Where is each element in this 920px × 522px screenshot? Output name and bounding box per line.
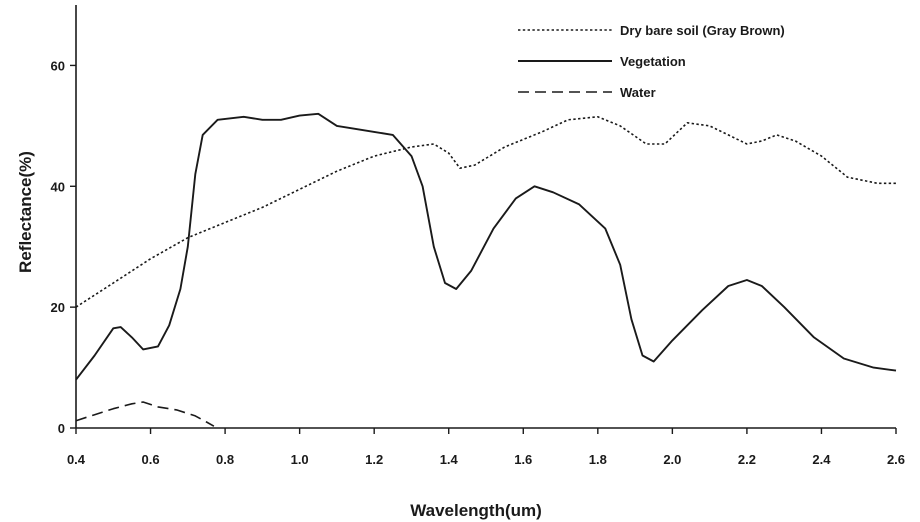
y-tick-label: 40 [51,179,65,194]
x-tick-label: 1.2 [365,452,383,467]
y-axis-label: Reflectance(%) [16,151,35,273]
series-lines [75,112,897,427]
legend-label: Vegetation [620,54,686,69]
x-tick-label: 0.4 [67,452,86,467]
x-tick-label: 0.6 [142,452,160,467]
series-line-vegetation [75,112,897,381]
legend-label: Water [620,85,656,100]
x-axis-label: Wavelength(um) [410,501,542,520]
y-tick-label: 20 [51,300,65,315]
series-line-dry-bare-soil-gray-brown [75,116,896,308]
x-tick-label: 2.0 [663,452,681,467]
x-tick-label: 1.0 [291,452,309,467]
x-tick-label: 0.8 [216,452,234,467]
x-tick-label: 2.6 [887,452,905,467]
x-tick-label: 2.4 [812,452,831,467]
y-tick-label: 60 [51,58,65,73]
legend: Dry bare soil (Gray Brown) Vegetation Wate… [518,23,785,100]
legend-label: Dry bare soil (Gray Brown) [620,23,785,38]
y-tick-label: 0 [58,421,65,436]
x-tick-label: 1.8 [589,452,607,467]
series-line-water [75,401,215,427]
x-tick-label: 1.4 [440,452,459,467]
ticks: 0.4 0.6 0.8 1.0 1.2 1.4 1.6 1.8 2.0 2.2 2.4 2.6 0 20 4… [51,58,906,467]
axes [75,5,896,429]
x-tick-label: 1.6 [514,452,532,467]
x-tick-label: 2.2 [738,452,756,467]
